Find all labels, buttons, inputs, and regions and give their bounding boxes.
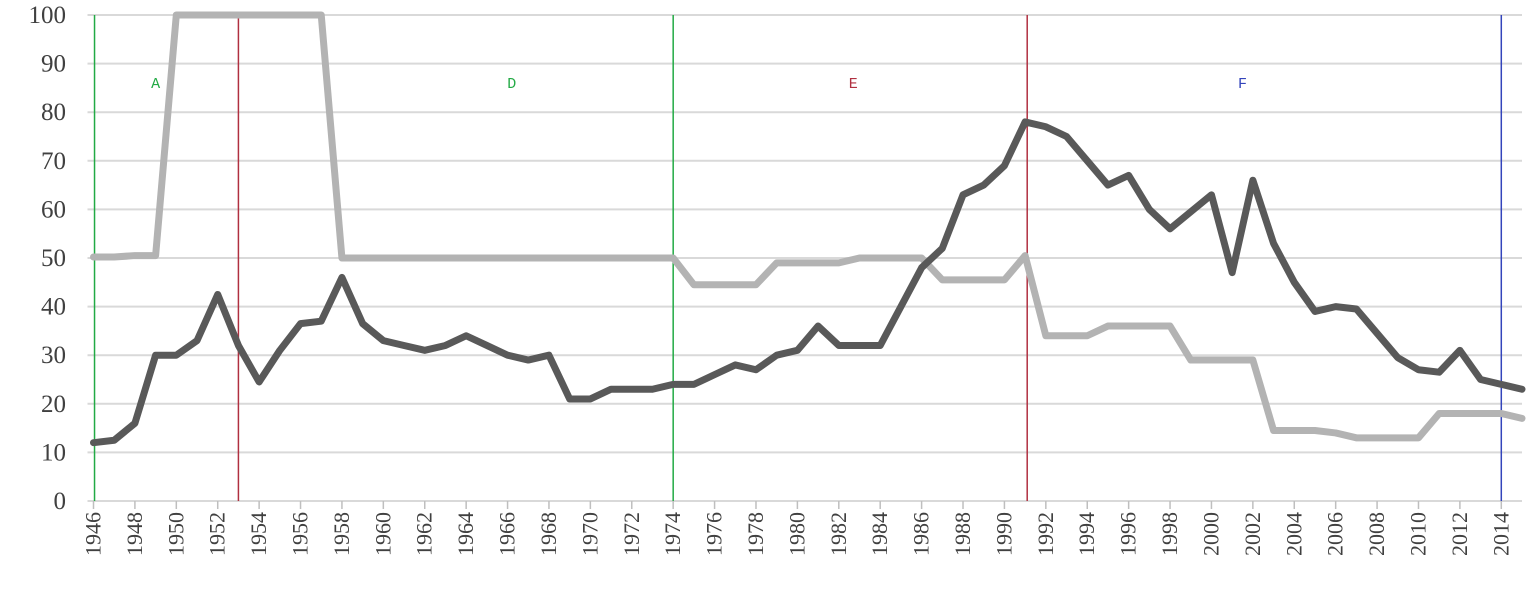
x-tick-label: 1974 bbox=[660, 512, 685, 556]
y-tick-label: 20 bbox=[41, 391, 66, 418]
x-tick-label: 2006 bbox=[1323, 512, 1348, 556]
x-tick-label: 1952 bbox=[205, 512, 230, 556]
x-tick-label: 1948 bbox=[122, 512, 147, 556]
gridlines bbox=[87, 14, 1522, 502]
x-tick-label: 2010 bbox=[1405, 512, 1430, 556]
x-tick-label: 2000 bbox=[1198, 512, 1223, 556]
x-tick-label: 1960 bbox=[370, 512, 395, 556]
x-tick-label: 1964 bbox=[453, 512, 478, 556]
x-tick-label: 1946 bbox=[81, 512, 106, 556]
x-tick-label: 1984 bbox=[867, 512, 892, 556]
y-tick-label: 90 bbox=[41, 51, 66, 78]
x-tick-label: 1968 bbox=[536, 512, 561, 556]
x-tick-label: 1986 bbox=[909, 512, 934, 556]
period-label: A bbox=[151, 76, 160, 93]
y-tick-label: 10 bbox=[41, 439, 66, 466]
x-tick-label: 1994 bbox=[1074, 512, 1099, 556]
x-axis-ticks: 1946 1948 1950 1952 1954 1956 1958 1960 1962 1964… bbox=[81, 501, 1513, 556]
x-tick-label: 1962 bbox=[412, 512, 437, 556]
x-tick-label: 2004 bbox=[1281, 512, 1306, 556]
x-tick-label: 1980 bbox=[784, 512, 809, 556]
series-line bbox=[90, 11, 1526, 442]
x-tick-label: 1990 bbox=[991, 512, 1016, 556]
y-tick-label: 100 bbox=[29, 2, 67, 29]
x-tick-label: 1972 bbox=[619, 512, 644, 556]
y-tick-label: 70 bbox=[41, 148, 66, 175]
x-tick-label: 1996 bbox=[1116, 512, 1141, 556]
x-tick-label: 2012 bbox=[1447, 512, 1472, 556]
x-tick-label: 1978 bbox=[743, 512, 768, 556]
period-label: D bbox=[507, 76, 516, 93]
x-tick-label: 1976 bbox=[702, 512, 727, 556]
x-tick-label: 1998 bbox=[1157, 512, 1182, 556]
y-tick-label: 30 bbox=[41, 342, 66, 369]
y-tick-label: 0 bbox=[54, 488, 67, 515]
x-tick-label: 1956 bbox=[288, 512, 313, 556]
period-label: E bbox=[849, 76, 858, 93]
y-axis-ticks: 0 10 20 30 40 50 60 70 80 90 100 bbox=[29, 2, 67, 515]
y-tick-label: 50 bbox=[41, 245, 66, 272]
y-tick-label: 40 bbox=[41, 294, 66, 321]
y-tick-label: 60 bbox=[41, 196, 66, 223]
x-tick-label: 1966 bbox=[495, 512, 520, 556]
x-tick-label: 1954 bbox=[246, 512, 271, 556]
x-tick-label: 2008 bbox=[1364, 512, 1389, 556]
series-line bbox=[90, 118, 1526, 447]
x-tick-label: 2014 bbox=[1488, 512, 1513, 556]
period-label: F bbox=[1238, 76, 1247, 93]
x-tick-label: 1950 bbox=[163, 512, 188, 556]
x-tick-label: 1992 bbox=[1033, 512, 1058, 556]
x-tick-label: 1958 bbox=[329, 512, 354, 556]
x-tick-label: 2002 bbox=[1240, 512, 1265, 556]
x-tick-label: 1970 bbox=[577, 512, 602, 556]
x-tick-label: 1982 bbox=[826, 512, 851, 556]
x-tick-label: 1988 bbox=[950, 512, 975, 556]
y-tick-label: 80 bbox=[41, 99, 66, 126]
series-lines bbox=[90, 11, 1526, 447]
